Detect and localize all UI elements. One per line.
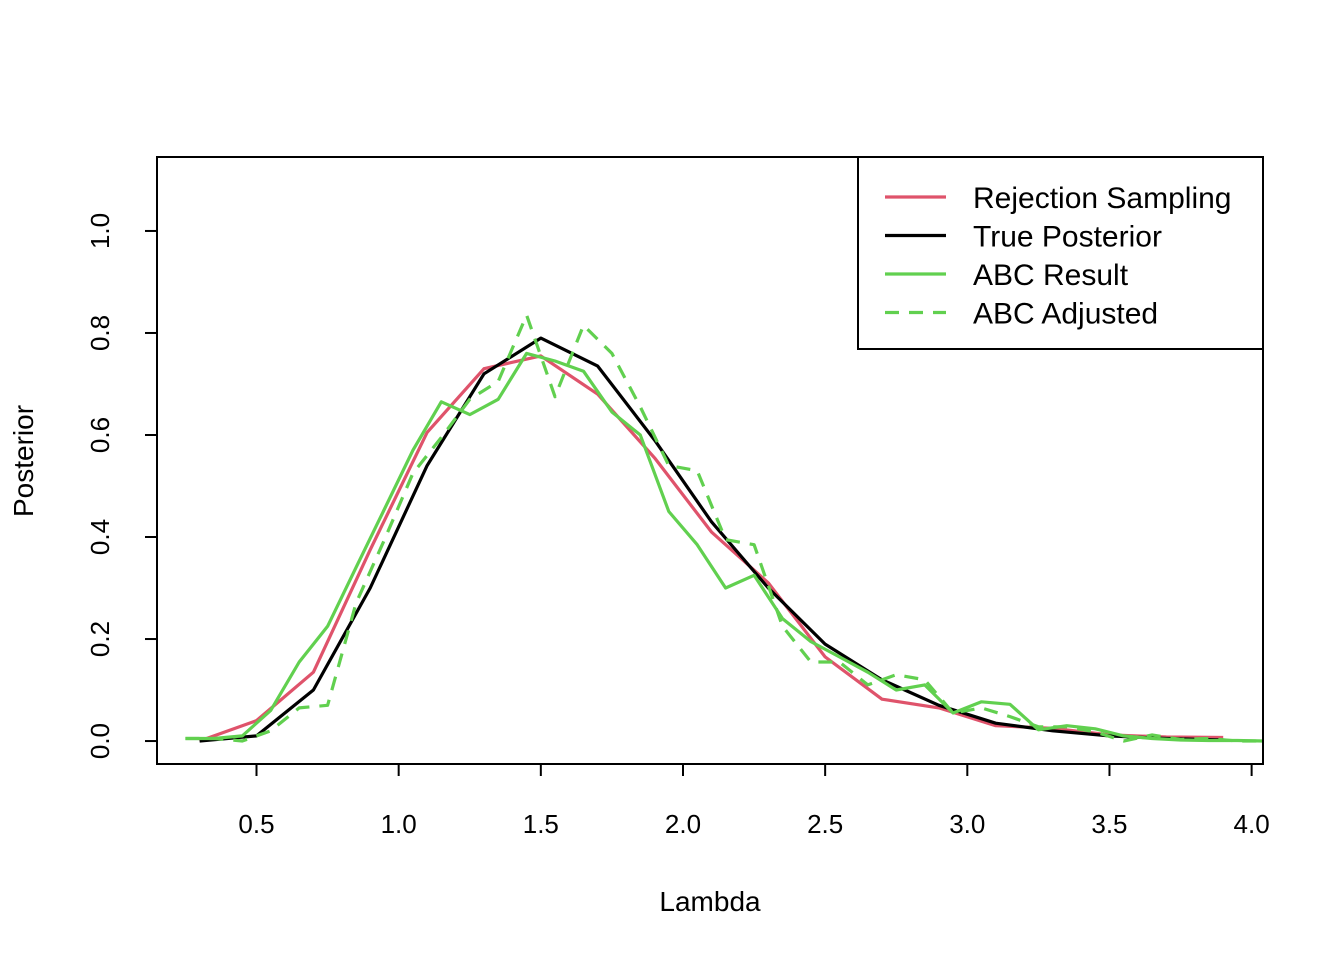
- y-tick-label: 1.0: [85, 213, 115, 249]
- x-tick-label: 3.0: [949, 809, 985, 839]
- x-tick-label: 1.5: [523, 809, 559, 839]
- x-tick-label: 3.5: [1091, 809, 1127, 839]
- y-tick-label: 0.0: [85, 723, 115, 759]
- x-axis: 0.5 1.0 1.5 2.0 2.5 3.0 3.5 4.0: [238, 763, 1270, 839]
- series-line-abc-adjusted: [185, 313, 1263, 743]
- legend-label: ABC Result: [973, 259, 1129, 292]
- x-axis-label: Lambda: [659, 886, 761, 917]
- x-tick-label: 1.0: [381, 809, 417, 839]
- legend-label: ABC Adjusted: [973, 298, 1158, 331]
- y-tick-label: 0.4: [85, 519, 115, 555]
- series-line-true-posterior: [199, 336, 1224, 743]
- legend: Rejection Sampling True Posterior ABC Resu…: [857, 156, 1264, 350]
- x-tick-label: 4.0: [1234, 809, 1270, 839]
- x-tick-label: 2.5: [807, 809, 843, 839]
- legend-label: True Posterior: [973, 221, 1162, 254]
- series-line-rejection-sampling: [199, 354, 1224, 743]
- plot-lines: [185, 313, 1264, 743]
- y-tick-label: 0.6: [85, 417, 115, 453]
- series-line-abc-result: [185, 351, 1264, 743]
- legend-box: [857, 156, 1264, 350]
- y-axis: 0.0 0.2 0.4 0.6 0.8 1.0: [85, 213, 158, 759]
- x-tick-label: 2.0: [665, 809, 701, 839]
- y-tick-label: 0.8: [85, 315, 115, 351]
- legend-label: Rejection Sampling: [973, 182, 1231, 215]
- y-axis-label: Posterior: [8, 405, 39, 517]
- x-tick-label: 0.5: [238, 809, 274, 839]
- y-tick-label: 0.2: [85, 621, 115, 657]
